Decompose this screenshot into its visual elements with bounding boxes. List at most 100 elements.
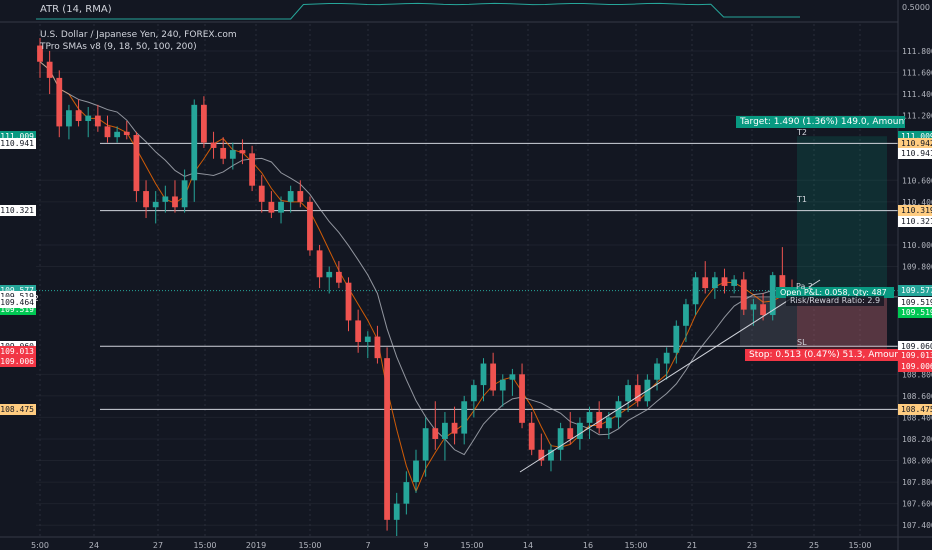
left-price-tag: 109.006 (0, 355, 36, 367)
candle-body (220, 147, 227, 159)
candle-body (239, 150, 246, 154)
candle-body (335, 271, 342, 283)
sma-legend[interactable]: TPro SMAs v8 (9, 18, 50, 100, 200) (40, 42, 197, 52)
candle-body (191, 104, 198, 181)
left-price-tag: 109.519 (0, 291, 36, 303)
right-price-tag: 110.942 (898, 137, 932, 149)
candle-body (451, 422, 458, 434)
left-price-tag: 109.519 (0, 304, 36, 316)
candle-body (66, 110, 72, 127)
right-price-tag: 109.519 (898, 296, 932, 308)
x-tick-label: 15:00 (848, 541, 871, 550)
right-price-tag: 110.941 (898, 147, 932, 159)
symbol-title-text: U.S. Dollar / Japanese Yen, 240, FOREX.c… (40, 30, 237, 40)
x-tick-label: 15:00 (193, 541, 216, 550)
x-tick-label: 23 (747, 541, 757, 550)
y-tick-label: 108.600 (902, 392, 932, 401)
candle-body (634, 385, 641, 402)
candles (37, 38, 795, 536)
candle-body (654, 363, 660, 380)
x-tick-label: 2019 (246, 541, 266, 550)
candle-body (37, 45, 43, 62)
candle-body (692, 277, 699, 305)
candle-body (133, 135, 140, 192)
candle-body (268, 201, 275, 213)
stop-label[interactable]: Stop: 0.513 (0.47%) 51.3, Amount: 7: (745, 349, 905, 361)
right-price-tag: 109.060 (898, 340, 932, 352)
candle-body (625, 385, 631, 402)
candle-body (75, 110, 82, 122)
x-tick-label: 7 (365, 541, 370, 550)
target-label[interactable]: Target: 1.490 (1.36%) 149.0, Amount: 1: (736, 116, 905, 128)
rr-label[interactable]: Risk/Reward Ratio: 2.9 (786, 296, 884, 306)
candle-body (374, 336, 381, 359)
candle-body (769, 275, 776, 316)
y-tick-label: 111.400 (902, 90, 932, 99)
candle-body (278, 201, 284, 213)
candle-body (577, 422, 583, 439)
right-price-tag: 110.319 (898, 205, 932, 217)
x-tick-label: 15:00 (298, 541, 321, 550)
y-tick-label: 108.000 (902, 457, 932, 466)
x-tick-label: 15:00 (460, 541, 483, 550)
y-tick-label: 107.400 (902, 521, 932, 530)
y-tick-label: 107.800 (902, 478, 932, 487)
time-axis[interactable]: 5:00 24 27 15:00 2019 15:00 7 9 15:00 14 16 15:00 21… (31, 541, 872, 550)
candle-body (683, 304, 689, 326)
left-price-tag: 109.577 (0, 285, 36, 297)
symbol-title[interactable]: U.S. Dollar / Japanese Yen, 240, FOREX.c… (40, 30, 237, 40)
right-price-tag: 108.475 (898, 403, 932, 415)
x-tick-label: 5:00 (31, 541, 49, 550)
trendline-segment[interactable] (519, 279, 821, 473)
candle-body (490, 363, 497, 391)
y-tick-label: 108.800 (902, 370, 932, 379)
candle-body (123, 131, 130, 136)
y-tick-label: 110.400 (902, 198, 932, 207)
candle-body (316, 250, 323, 278)
candle-body (162, 196, 169, 202)
trendline[interactable] (519, 279, 821, 473)
profit-zone[interactable] (797, 136, 887, 291)
candle-body (114, 131, 121, 138)
y-tick-label: 110.000 (902, 241, 932, 250)
atr-legend[interactable]: ATR (14, RMA) (40, 4, 112, 15)
price-axis[interactable]: 111.800 111.600 111.400 111.200 110.600 110.4… (902, 47, 932, 530)
candle-body (528, 422, 535, 450)
y-tick-label: 108.400 (902, 413, 932, 422)
candle-body (499, 379, 506, 391)
y-tick-label: 111.200 (902, 112, 932, 121)
left-price-tag: 109.013 (0, 345, 36, 357)
candle-body (393, 503, 400, 520)
candle-body (326, 271, 333, 278)
candle-body (249, 153, 255, 186)
candle-body (210, 142, 217, 148)
y-tick-label: 109.800 (902, 263, 932, 272)
x-tick-label: 14 (523, 541, 533, 550)
pnl-label[interactable]: Open P&L: 0.058, Qty: 487 (776, 287, 894, 298)
candle-body (152, 201, 159, 208)
candle-body (345, 282, 352, 321)
candle-body (104, 126, 111, 138)
right-price-tag: 109.013 (898, 350, 932, 362)
candle-body (181, 180, 188, 208)
candle-body (46, 61, 53, 78)
y-tick-label: 107.600 (902, 500, 932, 509)
x-tick-label: 15:00 (624, 541, 647, 550)
y-tick-label: 108.200 (902, 435, 932, 444)
right-price-tag: 109.577 (898, 285, 932, 297)
sma-slow-line (39, 61, 793, 456)
candle-body (721, 277, 728, 286)
candle-body (413, 460, 419, 483)
candle-body (56, 77, 63, 127)
candle-body (557, 428, 564, 450)
candle-body (567, 428, 574, 439)
candle-body (740, 279, 747, 310)
atr-line (36, 2, 800, 20)
t2-label: T2 (797, 128, 807, 137)
right-price-tag: 111.009 (898, 130, 932, 142)
y-tick-label: 111.800 (902, 47, 932, 56)
candle-body (470, 385, 477, 402)
candle-body (702, 277, 709, 289)
